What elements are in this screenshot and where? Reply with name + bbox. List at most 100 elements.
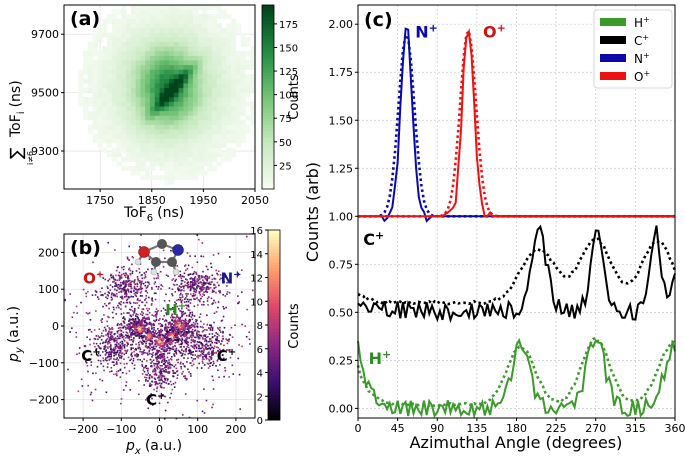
panel-b-point: [109, 353, 112, 355]
panel-b-point: [178, 320, 181, 323]
panel-a-heatmap-cell: [226, 78, 232, 84]
panel-a-heatmap-cell: [111, 28, 117, 33]
panel-b-hotspot-point: [145, 332, 148, 335]
panel-b-point: [193, 294, 195, 297]
panel-b-point: [177, 349, 180, 352]
panel-a-heatmap-cell: [202, 28, 208, 33]
panel-a-heatmap-cell: [121, 97, 127, 102]
panel-b-hotspot-point: [185, 325, 188, 328]
panel-b-point: [122, 283, 124, 285]
panel-b-point: [135, 313, 138, 315]
panel-b-point: [153, 367, 156, 370]
panel-a-heatmap-cell: [116, 147, 122, 153]
panel-a-heatmap-cell: [202, 152, 208, 158]
panel-c-xtick-label-0: 0: [355, 422, 362, 435]
panel-a-heatmap-cell: [240, 124, 246, 130]
panel-a-heatmap-cell: [202, 64, 208, 70]
panel-b-point: [157, 362, 160, 364]
panel-b-point: [137, 318, 140, 320]
panel-b-point: [166, 349, 169, 352]
panel-a-heatmap-cell: [111, 115, 117, 121]
panel-a-heatmap-cell: [169, 32, 175, 38]
panel-b-point: [122, 326, 125, 328]
panel-a-heatmap-cell: [212, 87, 218, 93]
panel-b-point: [230, 326, 233, 329]
panel-a-heatmap-cell: [207, 28, 213, 33]
panel-b-point: [146, 370, 149, 372]
panel-b-point: [177, 337, 179, 340]
panel-a-heatmap-cell: [183, 9, 189, 15]
panel-b-point: [125, 301, 128, 304]
panel-b-point: [219, 349, 222, 352]
panel-b-point: [198, 337, 200, 340]
panel-b-point: [127, 283, 130, 286]
panel-b-xtick-label-1: −100: [106, 423, 136, 436]
panel-b-point: [202, 362, 204, 364]
panel-b-point: [192, 350, 194, 353]
panel-a-heatmap-cell: [121, 133, 127, 139]
panel-b-point: [142, 317, 145, 319]
panel-a-heatmap-cell: [126, 51, 132, 56]
panel-a-heatmap-cell: [173, 147, 179, 153]
panel-b-point: [192, 354, 194, 356]
panel-b-point: [155, 356, 157, 359]
panel-b-point: [171, 322, 174, 325]
panel-b-point: [84, 345, 87, 347]
panel-b-point: [124, 291, 126, 293]
panel-b-point: [158, 371, 161, 374]
panel-b-point: [173, 365, 175, 368]
panel-b-colorbar-swatch: [268, 328, 280, 332]
panel-a-heatmap-cell: [87, 78, 93, 84]
panel-b-point: [114, 285, 116, 287]
panel-b-point: [153, 364, 156, 367]
panel-a-heatmap-cell: [130, 9, 136, 15]
panel-a-heatmap-cell: [121, 64, 127, 70]
panel-a-heatmap-cell: [149, 32, 156, 38]
panel-b-point: [118, 271, 121, 274]
panel-a-heatmap-cell: [92, 46, 98, 52]
panel-b-point: [223, 327, 226, 329]
panel-b-point: [104, 350, 107, 353]
panel-a-heatmap-cell: [149, 23, 156, 29]
panel-b-point: [200, 275, 203, 277]
panel-a-heatmap-cell: [116, 60, 122, 66]
panel-b-point: [137, 358, 139, 361]
panel-a-heatmap-cell: [235, 106, 241, 112]
panel-a-heatmap-cell: [192, 166, 198, 171]
panel-b-point: [113, 339, 116, 342]
panel-a-colorbar-swatch: [262, 97, 274, 101]
panel-b-point: [141, 311, 143, 313]
panel-b-point: [155, 318, 158, 321]
panel-a-heatmap-cell: [106, 74, 113, 79]
panel-b-point: [207, 282, 209, 284]
panel-a-heatmap-cell: [183, 83, 189, 89]
panel-b-point: [202, 335, 205, 337]
panel-a-heatmap-cell: [216, 83, 222, 89]
panel-b-point: [186, 336, 188, 339]
panel-b-point: [194, 276, 197, 278]
panel-b-colorbar-swatch: [268, 375, 280, 380]
panel-a-heatmap-cell: [226, 92, 232, 98]
panel-b-point: [108, 354, 110, 356]
panel-b-point: [81, 251, 84, 254]
panel-a-colorbar-swatch: [262, 179, 274, 184]
panel-b-point: [176, 299, 178, 302]
panel-a-heatmap-cell: [173, 83, 179, 89]
panel-a-heatmap-cell: [221, 106, 227, 112]
panel-b-point: [163, 320, 166, 322]
panel-a-colorbar-swatch: [262, 51, 274, 55]
panel-a-heatmap-cell: [135, 41, 141, 47]
panel-b-point: [190, 351, 193, 354]
panel-b-point: [199, 347, 201, 350]
panel-a-heatmap-cell: [197, 64, 203, 70]
panel-b-point: [180, 332, 182, 334]
panel-b-point: [237, 357, 239, 360]
panel-a-heatmap-cell: [212, 78, 218, 84]
panel-b-point: [134, 294, 137, 296]
panel-b-point: [200, 342, 203, 345]
panel-b-point: [108, 327, 111, 329]
panel-a-heatmap-cell: [102, 133, 108, 139]
panel-b-point: [140, 280, 142, 283]
panel-b-point: [161, 285, 164, 288]
panel-a-heatmap-cell: [149, 138, 156, 144]
